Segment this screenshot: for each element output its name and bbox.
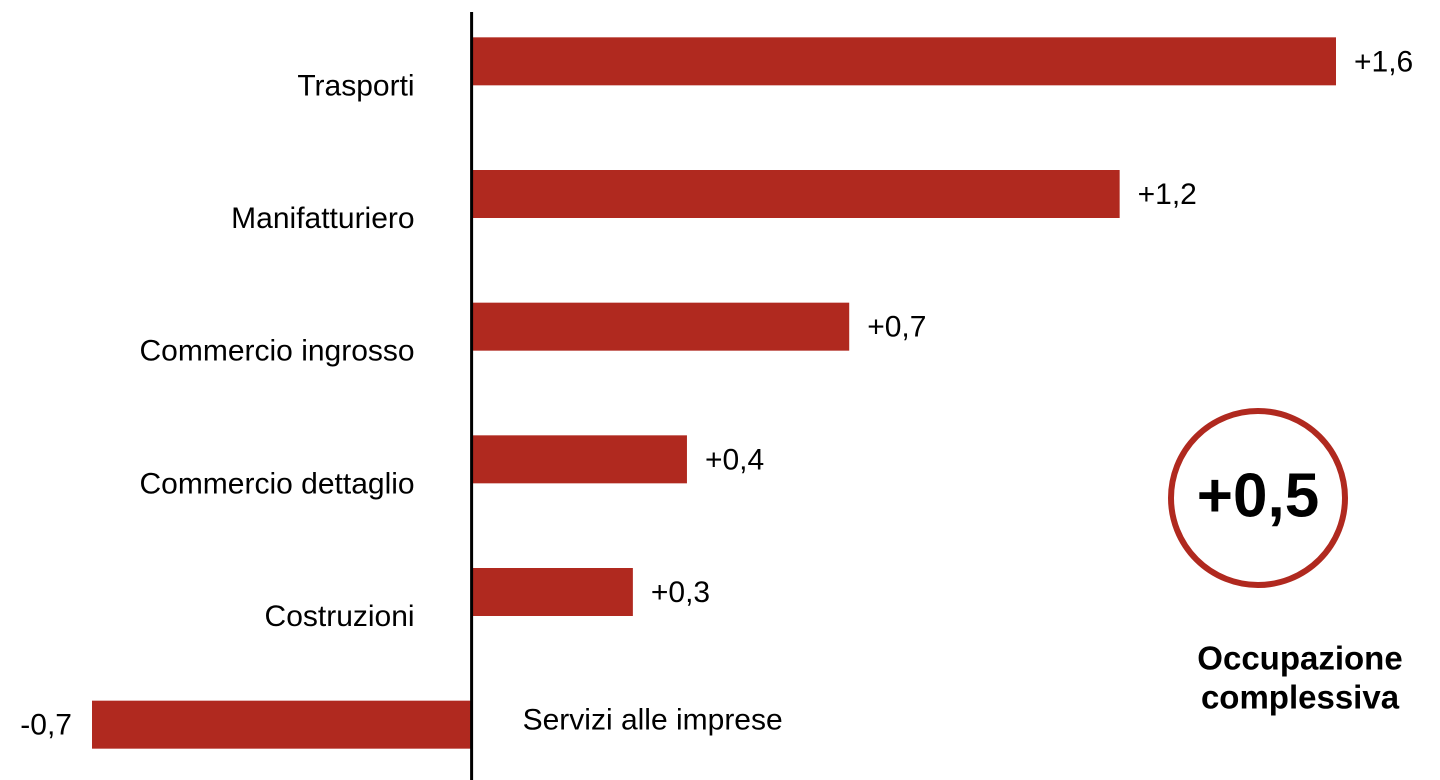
bar [470, 37, 1336, 86]
category-label: Costruzioni [265, 600, 415, 633]
bar [470, 435, 687, 484]
category-label: Commercio ingrosso [140, 335, 415, 368]
annotation-caption: complessiva [1201, 679, 1400, 716]
bar [470, 302, 850, 351]
category-label: Manifatturiero [231, 202, 414, 235]
value-label: +1,6 [1354, 45, 1413, 78]
value-label: -0,7 [20, 709, 72, 742]
annotation-value: +0,5 [1197, 461, 1319, 530]
annotation-circle [1168, 408, 1348, 588]
value-label: +0,7 [867, 311, 926, 344]
category-label: Servizi alle imprese [523, 704, 783, 737]
bar [470, 170, 1120, 218]
bar [470, 568, 633, 616]
category-label: Commercio dettaglio [139, 467, 414, 500]
category-label: Trasporti [297, 69, 414, 102]
value-label: +0,3 [651, 576, 710, 609]
value-label: +0,4 [705, 443, 764, 476]
value-label: +1,2 [1138, 178, 1197, 211]
annotation-caption: Occupazione [1197, 640, 1402, 677]
bar [92, 700, 471, 749]
